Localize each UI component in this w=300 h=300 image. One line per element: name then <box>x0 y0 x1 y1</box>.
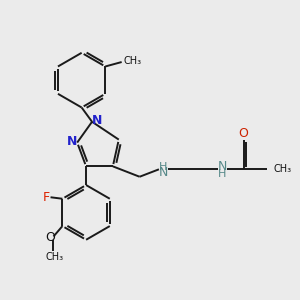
Text: N: N <box>92 114 103 127</box>
Text: N: N <box>218 160 227 173</box>
Text: CH₃: CH₃ <box>123 56 141 65</box>
Text: CH₃: CH₃ <box>274 164 292 174</box>
Text: F: F <box>43 191 50 204</box>
Text: CH₃: CH₃ <box>45 252 64 262</box>
Text: O: O <box>45 232 55 244</box>
Text: H: H <box>218 169 226 179</box>
Text: O: O <box>239 127 249 140</box>
Text: N: N <box>67 135 77 148</box>
Text: H: H <box>159 162 168 172</box>
Text: N: N <box>159 166 168 179</box>
